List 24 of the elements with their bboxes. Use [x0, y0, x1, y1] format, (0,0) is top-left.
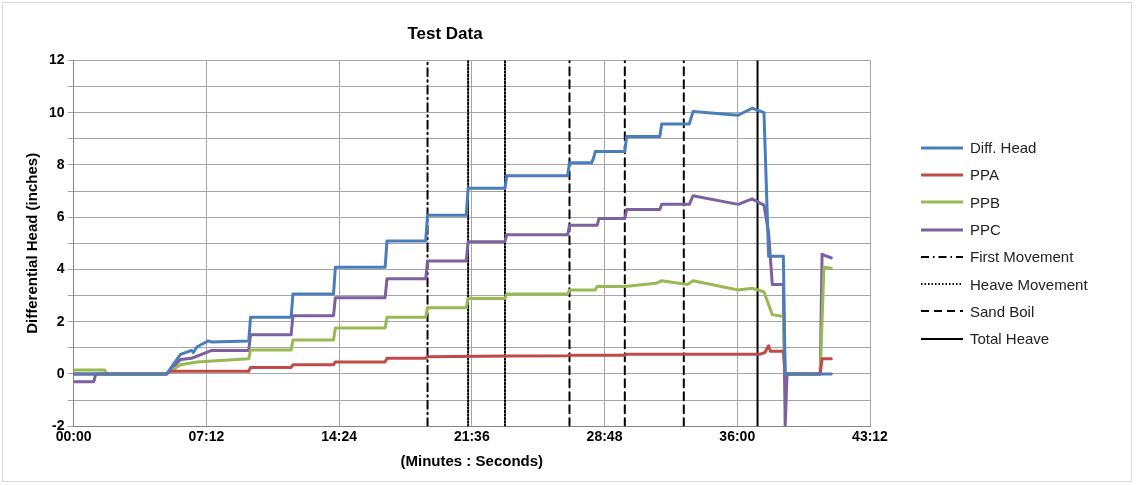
x-axis-title: (Minutes : Seconds): [400, 452, 544, 470]
y-tick-label: 2: [56, 312, 65, 329]
x-tick-label: 14:24: [321, 428, 358, 445]
legend-label: Total Heave: [970, 330, 1050, 348]
x-tick-label: 43:12: [852, 428, 889, 445]
chart-title: Test Data: [407, 23, 484, 43]
legend-label: PPC: [970, 221, 1001, 239]
y-tick-label: 12: [48, 51, 65, 68]
legend-label: PPA: [970, 166, 999, 184]
x-tick-label: 07:12: [188, 428, 225, 445]
y-tick-label: 0: [56, 364, 65, 381]
y-tick-label: 6: [56, 208, 65, 225]
legend-label: First Movement: [970, 248, 1074, 266]
legend-label: Heave Movement: [970, 275, 1088, 293]
x-tick-label: 21:36: [453, 428, 490, 445]
y-tick-label: 4: [56, 260, 65, 277]
legend-label: Sand Boil: [970, 302, 1035, 320]
y-tick-label: 10: [48, 103, 65, 120]
y-axis-title: Differential Head (inches): [23, 152, 41, 334]
x-tick-label: 28:48: [586, 428, 623, 445]
legend-label: PPB: [970, 193, 1001, 211]
x-tick-label: 36:00: [719, 428, 756, 445]
legend-label: Diff. Head: [970, 139, 1037, 157]
y-tick-label: 8: [56, 155, 65, 172]
